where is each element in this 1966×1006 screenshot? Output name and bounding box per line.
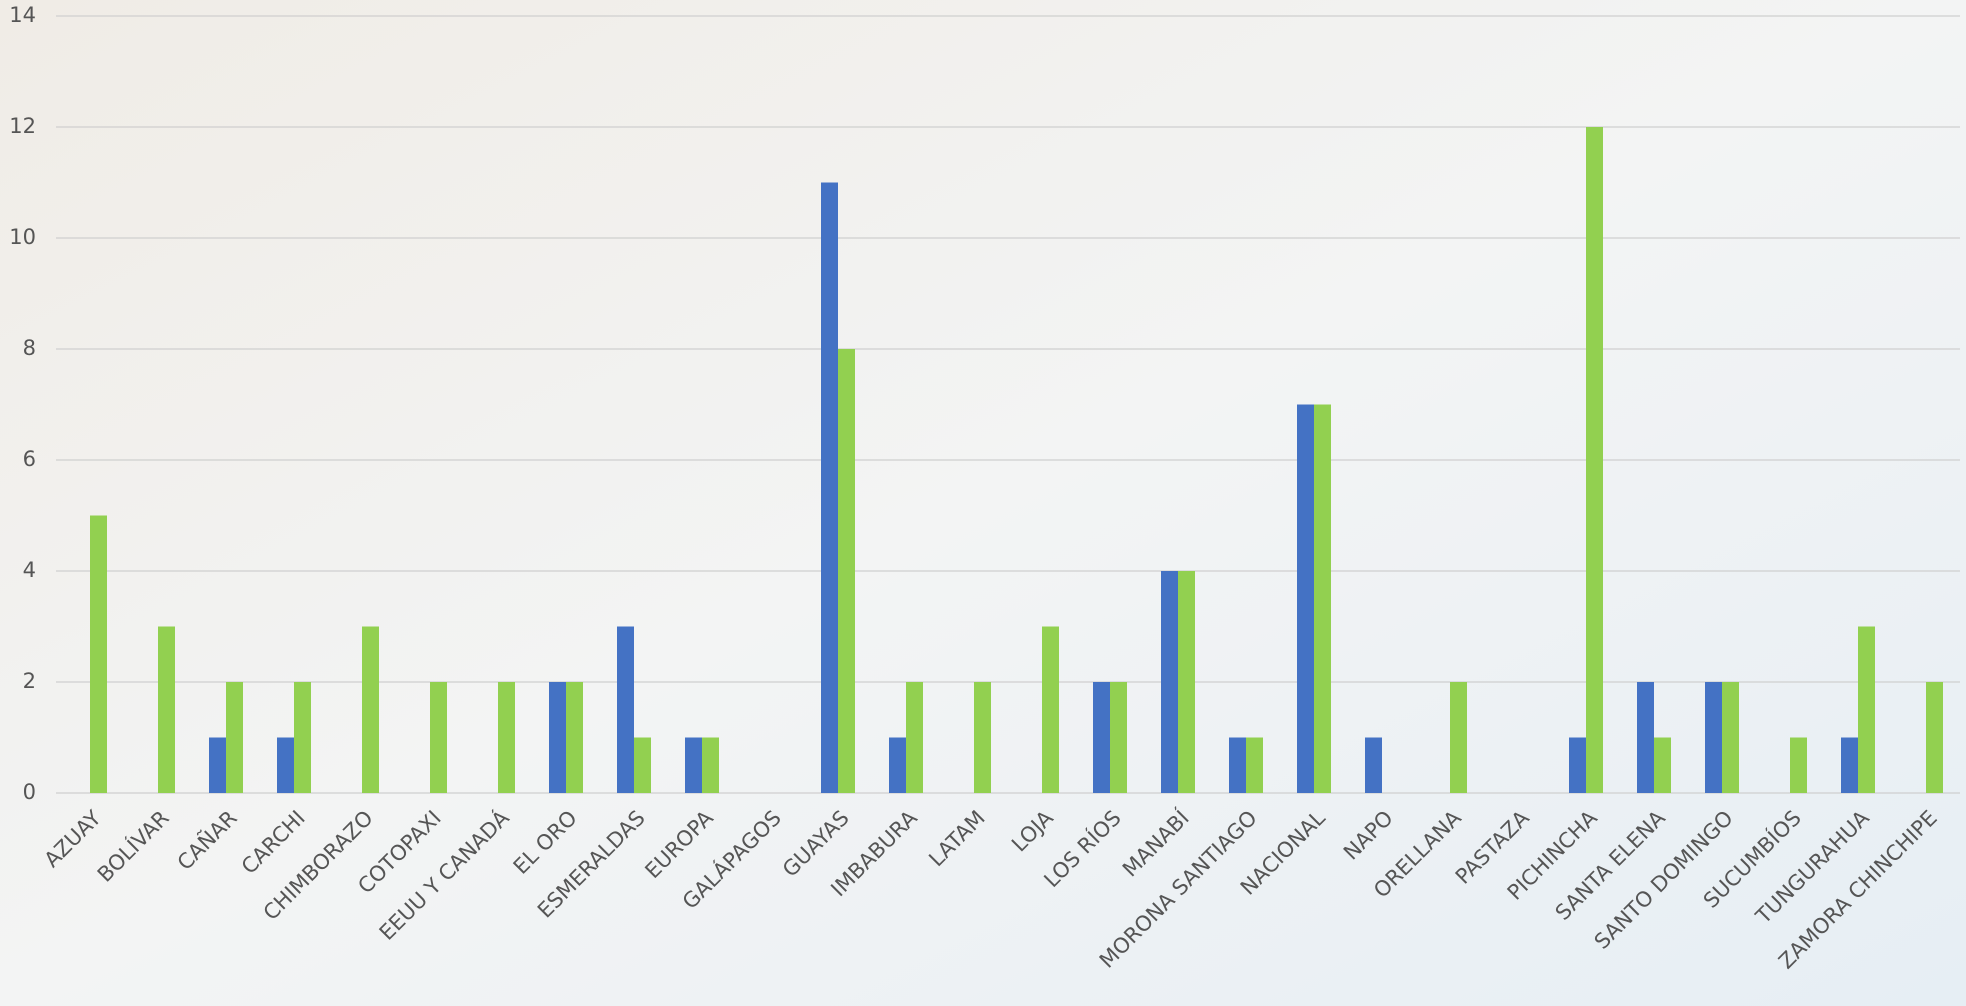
bar: [1722, 682, 1739, 793]
bar: [1161, 571, 1178, 793]
bar: [226, 682, 243, 793]
bar: [1790, 737, 1807, 793]
bar: [974, 682, 991, 793]
y-tick-label: 14: [9, 3, 36, 27]
bar: [294, 682, 311, 793]
bar: [1654, 737, 1671, 793]
y-tick-label: 8: [23, 336, 36, 360]
bar: [1705, 682, 1722, 793]
bar: [430, 682, 447, 793]
bar: [685, 737, 702, 793]
bar: [1637, 682, 1654, 793]
bar: [549, 682, 566, 793]
bar: [1841, 737, 1858, 793]
bar: [906, 682, 923, 793]
bar: [566, 682, 583, 793]
bar: [498, 682, 515, 793]
bar: [1178, 571, 1195, 793]
bar: [277, 737, 294, 793]
bar: [209, 737, 226, 793]
bar: [1569, 737, 1586, 793]
bar: [617, 626, 634, 793]
bar: [889, 737, 906, 793]
bar: [634, 737, 651, 793]
bar: [158, 626, 175, 793]
bar: [1229, 737, 1246, 793]
y-tick-label: 2: [23, 669, 36, 693]
bar: [1450, 682, 1467, 793]
y-tick-label: 6: [23, 447, 36, 471]
y-tick-label: 12: [9, 114, 36, 138]
bar: [1246, 737, 1263, 793]
bar: [1314, 404, 1331, 793]
bar: [90, 515, 107, 793]
bar: [702, 737, 719, 793]
bar: [1042, 626, 1059, 793]
bar: [1365, 737, 1382, 793]
bar: [1093, 682, 1110, 793]
bar: [1858, 626, 1875, 793]
y-tick-label: 0: [23, 780, 36, 804]
bar: [1926, 682, 1943, 793]
bar: [1110, 682, 1127, 793]
y-tick-label: 10: [9, 225, 36, 249]
bar: [838, 349, 855, 793]
bar: [362, 626, 379, 793]
bar: [1297, 404, 1314, 793]
bar: [821, 182, 838, 793]
y-tick-label: 4: [23, 558, 36, 582]
bar: [1586, 127, 1603, 793]
